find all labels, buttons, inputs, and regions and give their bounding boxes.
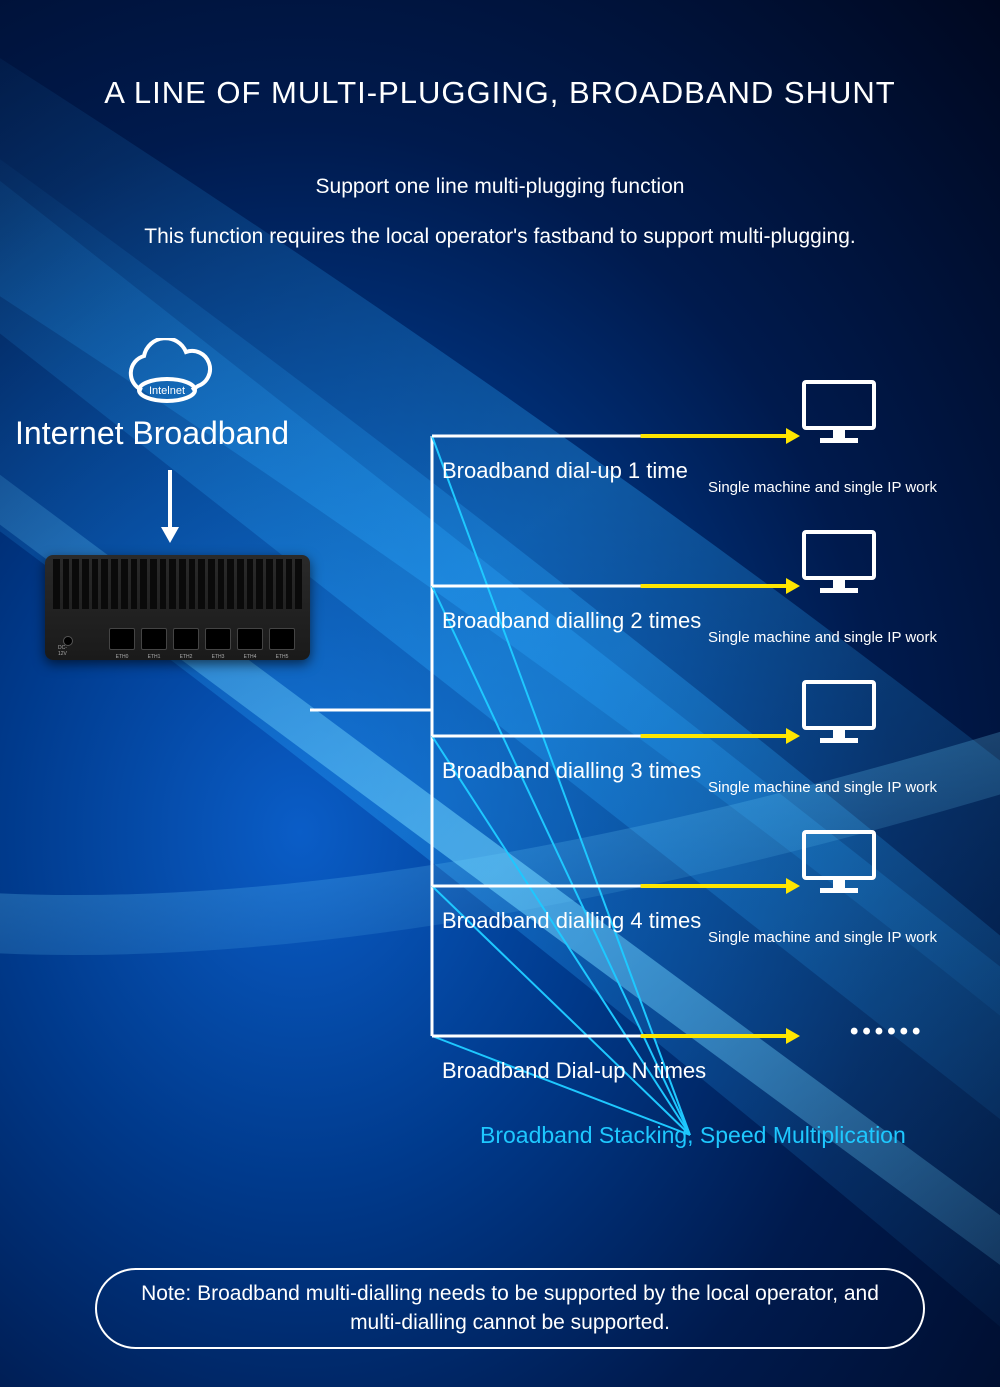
branch-label-4: Broadband dialling 4 times <box>442 908 701 934</box>
internet-broadband-label: Internet Broadband <box>15 415 289 452</box>
router-dc-port <box>63 636 73 646</box>
down-arrow-icon <box>155 465 185 545</box>
ip-caption-3: Single machine and single IP work <box>708 779 937 796</box>
router-port-eth2 <box>173 628 199 650</box>
branch-label-3: Broadband dialling 3 times <box>442 758 701 784</box>
cloud-icon: Intelnet <box>120 338 215 413</box>
ip-caption-2: Single machine and single IP work <box>708 629 937 646</box>
router-port-eth4 <box>237 628 263 650</box>
monitor-icon-3 <box>800 678 878 751</box>
subtitle-1: Support one line multi-plugging function <box>0 175 1000 199</box>
ip-caption-4: Single machine and single IP work <box>708 929 937 946</box>
branch-label-5: Broadband Dial-up N times <box>442 1058 706 1084</box>
monitor-icon-4 <box>800 828 878 901</box>
main-title: A LINE OF MULTI-PLUGGING, BROADBAND SHUN… <box>0 75 1000 111</box>
router-port-eth0 <box>109 628 135 650</box>
router-port-eth3 <box>205 628 231 650</box>
branch-label-1: Broadband dial-up 1 time <box>442 458 688 484</box>
router-device <box>45 555 310 660</box>
branch-label-2: Broadband dialling 2 times <box>442 608 701 634</box>
ip-caption-1: Single machine and single IP work <box>708 479 937 496</box>
subtitle-2: This function requires the local operato… <box>0 225 1000 249</box>
monitor-icon-2 <box>800 528 878 601</box>
router-port-eth1 <box>141 628 167 650</box>
cloud-label: Intelnet <box>149 385 185 397</box>
note-footer: Note: Broadband multi-dialling needs to … <box>95 1268 925 1349</box>
router-heatsink <box>53 559 302 609</box>
monitor-icon-1 <box>800 378 878 451</box>
router-port-eth5 <box>269 628 295 650</box>
router-eth-ports <box>95 628 295 650</box>
dots-more: •••••• <box>850 1018 924 1046</box>
stacking-label: Broadband Stacking, Speed Multiplication <box>480 1122 906 1149</box>
